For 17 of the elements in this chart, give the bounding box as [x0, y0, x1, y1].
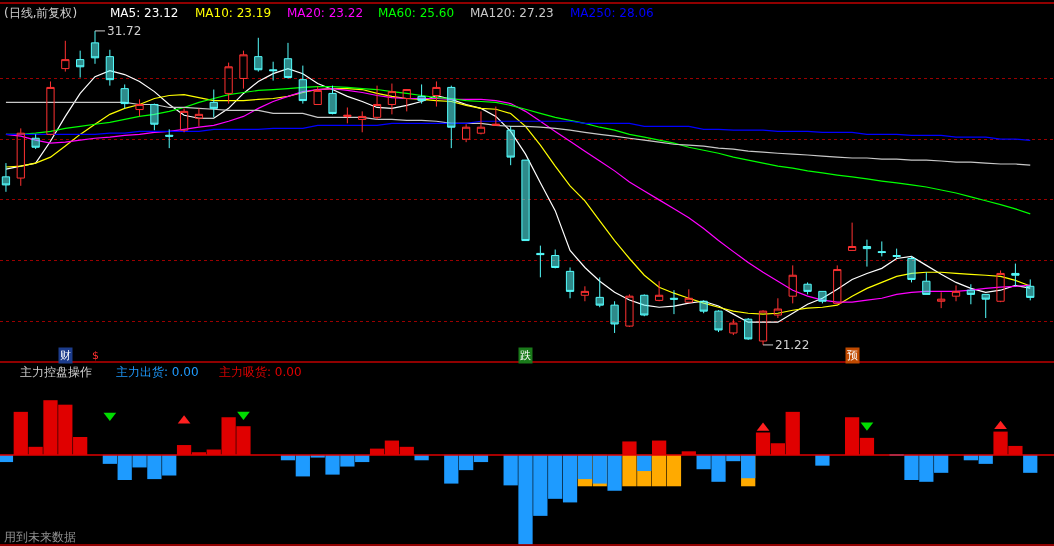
text: 跌 — [520, 349, 531, 362]
chart-title: 主力控盘操作 — [20, 365, 92, 379]
text: MA5: 23.12 — [110, 6, 179, 20]
text: MA250: 28.06 — [570, 6, 654, 20]
text: MA10: 23.19 — [195, 6, 272, 20]
text: $ — [92, 349, 99, 362]
text: MA120: 27.23 — [470, 6, 554, 20]
annotation: 21.22 — [775, 338, 810, 352]
chart-title: (日线,前复权) — [4, 6, 78, 20]
text: MA20: 23.22 — [287, 6, 364, 20]
text: 主力吸货: 0.00 — [219, 365, 302, 379]
text: 财 — [60, 349, 71, 362]
annotation: 用到未来数据 — [4, 530, 76, 544]
text: MA60: 25.60 — [378, 6, 455, 20]
text: 主力出货: 0.00 — [116, 365, 199, 379]
text: 预 — [847, 349, 858, 362]
annotation: 31.72 — [107, 24, 142, 38]
